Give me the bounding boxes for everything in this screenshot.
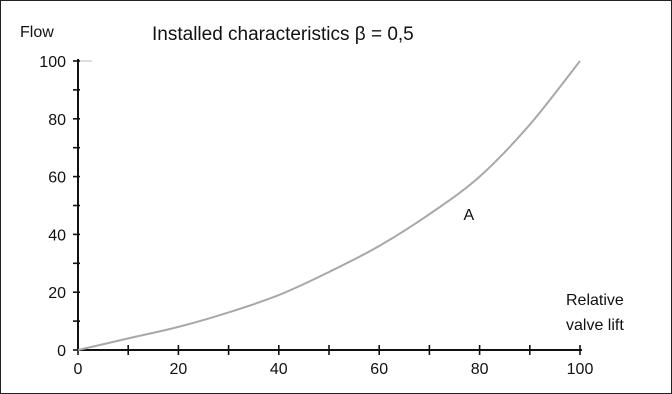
y-tick-label: 60 xyxy=(48,170,66,187)
axes xyxy=(77,59,582,351)
axis-ticks: 0 20 40 60 80 100 0 20 40 60 80 100 xyxy=(39,54,593,378)
y-tick-label: 40 xyxy=(48,227,66,244)
y-tick-label: 0 xyxy=(57,343,66,360)
x-tick-label: 80 xyxy=(471,361,489,378)
chart-title: Installed characteristics β = 0,5 xyxy=(152,24,414,45)
x-tick-label: 60 xyxy=(370,361,388,378)
series-label-a: A xyxy=(464,207,475,224)
y-axis-label: Flow xyxy=(20,24,54,41)
x-tick-label: 40 xyxy=(270,361,288,378)
x-tick-label: 100 xyxy=(567,361,594,378)
x-axis-label-line-1: Relative xyxy=(566,292,624,309)
series-layer: A xyxy=(77,60,581,351)
x-tick-label: 0 xyxy=(74,361,83,378)
y-tick-label: 100 xyxy=(39,54,66,71)
x-axis-label-line-2: valve lift xyxy=(566,317,624,334)
x-tick-label: 20 xyxy=(170,361,188,378)
y-tick-label: 20 xyxy=(48,285,66,302)
series-line-a xyxy=(77,60,581,351)
y-tick-label: 80 xyxy=(48,112,66,129)
